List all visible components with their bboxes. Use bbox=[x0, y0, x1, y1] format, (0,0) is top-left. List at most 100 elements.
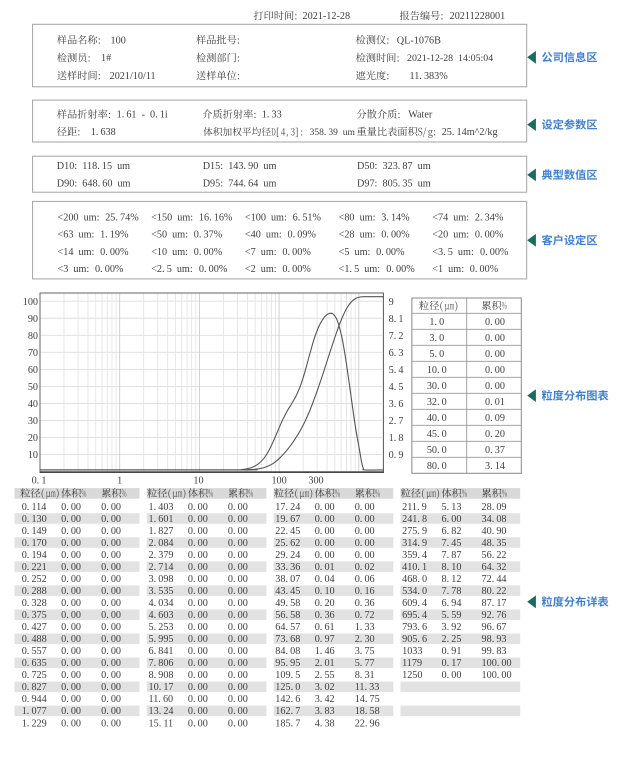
svg-text:0.288: 0. 288 bbox=[22, 586, 47, 597]
svg-text:5.253: 5. 253 bbox=[149, 622, 174, 633]
svg-text:0.00: 0. 00 bbox=[61, 586, 81, 597]
svg-text:109.5: 109. 5 bbox=[275, 670, 300, 681]
svg-text:0.10: 0. 10 bbox=[315, 586, 335, 597]
svg-text:125.0: 125. 0 bbox=[275, 682, 300, 693]
svg-text:0.00: 0. 00 bbox=[61, 502, 81, 513]
svg-text:<14 um:: <14 um: bbox=[58, 247, 95, 258]
svg-text:<1.5 um:: <1. 5 um: bbox=[339, 264, 380, 275]
svg-text:11.383%: 11. 383% bbox=[410, 71, 449, 82]
svg-text:6.94: 6. 94 bbox=[442, 598, 462, 609]
svg-text:0.9: 0. 9 bbox=[389, 450, 404, 461]
svg-text:2.714: 2. 714 bbox=[149, 562, 174, 573]
svg-text:8.1: 8. 1 bbox=[389, 314, 404, 325]
svg-text:323.87 um: 323. 87 um bbox=[383, 161, 431, 172]
svg-text:6.00: 6. 00 bbox=[442, 514, 462, 525]
svg-text:0.37%: 0. 37% bbox=[194, 230, 223, 241]
svg-text:90: 90 bbox=[28, 314, 38, 325]
svg-text:0.00: 0. 00 bbox=[101, 670, 121, 681]
svg-text:0.00: 0. 00 bbox=[101, 694, 121, 705]
svg-text:<74 um:: <74 um: bbox=[432, 212, 469, 223]
svg-text:0.00%: 0. 00% bbox=[480, 247, 509, 258]
svg-text:<7 um:: <7 um: bbox=[245, 247, 277, 258]
svg-text:0.00%: 0. 00% bbox=[376, 247, 405, 258]
svg-text:0.00: 0. 00 bbox=[61, 646, 81, 657]
svg-text:0.00: 0. 00 bbox=[228, 562, 248, 573]
svg-text:0.04: 0. 04 bbox=[315, 574, 335, 585]
svg-text:2.25: 2. 25 bbox=[442, 634, 462, 645]
svg-text:0.00: 0. 00 bbox=[61, 514, 81, 525]
svg-text:15.11: 15. 11 bbox=[149, 718, 174, 729]
svg-text:<3 um:: <3 um: bbox=[58, 264, 90, 275]
svg-text:0.00: 0. 00 bbox=[188, 514, 208, 525]
svg-text:4.034: 4. 034 bbox=[149, 598, 174, 609]
svg-text:30: 30 bbox=[28, 416, 38, 427]
svg-text:0.00: 0. 00 bbox=[101, 586, 121, 597]
svg-text:0.00: 0. 00 bbox=[442, 670, 462, 681]
svg-text:0.00: 0. 00 bbox=[61, 634, 81, 645]
svg-text:100.00: 100. 00 bbox=[482, 658, 512, 669]
svg-text:3.14%: 3. 14% bbox=[381, 212, 410, 223]
svg-text:4.5: 4. 5 bbox=[389, 382, 404, 393]
svg-text:99.83: 99. 83 bbox=[482, 646, 507, 657]
svg-text:1.33: 1. 33 bbox=[262, 110, 282, 121]
svg-text:1179: 1179 bbox=[402, 658, 422, 669]
svg-text:<100 um:: <100 um: bbox=[245, 212, 287, 223]
svg-text:211.9: 211. 9 bbox=[402, 502, 427, 513]
svg-text:0.00%: 0. 00% bbox=[282, 264, 311, 275]
svg-text:0.00: 0. 00 bbox=[101, 526, 121, 537]
svg-text:0.00: 0. 00 bbox=[228, 658, 248, 669]
svg-text:0.00: 0. 00 bbox=[188, 526, 208, 537]
svg-text:0.00: 0. 00 bbox=[101, 646, 121, 657]
svg-text:7.45: 7. 45 bbox=[442, 538, 462, 549]
svg-text:0.00%: 0. 00% bbox=[95, 264, 124, 275]
svg-text:50: 50 bbox=[28, 382, 38, 393]
svg-text:6.51%: 6. 51% bbox=[293, 212, 322, 223]
svg-text:805.35 um: 805. 35 um bbox=[383, 178, 431, 189]
svg-text:2021/10/11: 2021/10/11 bbox=[110, 71, 156, 82]
svg-text:0.00: 0. 00 bbox=[228, 586, 248, 597]
svg-text:7.806: 7. 806 bbox=[149, 658, 174, 669]
svg-text:0.114: 0. 114 bbox=[22, 502, 47, 513]
svg-text:0.1: 0. 1 bbox=[32, 476, 47, 487]
svg-text:<2 um:: <2 um: bbox=[245, 264, 277, 275]
svg-text:0.00: 0. 00 bbox=[61, 670, 81, 681]
svg-text:4.603: 4. 603 bbox=[149, 610, 174, 621]
svg-text:0.00: 0. 00 bbox=[101, 718, 121, 729]
svg-text:0.00: 0. 00 bbox=[188, 694, 208, 705]
svg-text:100: 100 bbox=[111, 35, 126, 46]
svg-text:0.00: 0. 00 bbox=[101, 562, 121, 573]
svg-text:0.36: 0. 36 bbox=[355, 598, 375, 609]
svg-text:0.00: 0. 00 bbox=[188, 586, 208, 597]
svg-text:0.00: 0. 00 bbox=[188, 682, 208, 693]
svg-text:D10:: D10: bbox=[57, 161, 77, 172]
svg-text:70: 70 bbox=[28, 348, 38, 359]
svg-text:0.00: 0. 00 bbox=[188, 550, 208, 561]
svg-text:0.00: 0. 00 bbox=[101, 514, 121, 525]
svg-text:<50 um:: <50 um: bbox=[151, 230, 188, 241]
svg-text:18.58: 18. 58 bbox=[355, 706, 380, 717]
svg-text:142.6: 142. 6 bbox=[275, 694, 300, 705]
svg-text:3.14: 3. 14 bbox=[485, 461, 505, 472]
svg-text:0.00: 0. 00 bbox=[61, 550, 81, 561]
svg-text:<80 um:: <80 um: bbox=[339, 212, 376, 223]
svg-text:1033: 1033 bbox=[402, 646, 422, 657]
svg-text:0.00: 0. 00 bbox=[315, 514, 335, 525]
svg-text:2.379: 2. 379 bbox=[149, 550, 174, 561]
svg-text:84.08: 84. 08 bbox=[275, 646, 300, 657]
svg-text:0.00%: 0. 00% bbox=[381, 230, 410, 241]
svg-text:0.00: 0. 00 bbox=[101, 550, 121, 561]
svg-text:1.601: 1. 601 bbox=[149, 514, 174, 525]
svg-text:56.58: 56. 58 bbox=[275, 610, 300, 621]
svg-text:0.00: 0. 00 bbox=[315, 526, 335, 537]
svg-text:1#: 1# bbox=[101, 53, 111, 64]
svg-text:0.00: 0. 00 bbox=[485, 333, 505, 344]
svg-text:162.7: 162. 7 bbox=[275, 706, 300, 717]
svg-text:118.15 um: 118. 15 um bbox=[82, 161, 130, 172]
svg-text:2.084: 2. 084 bbox=[149, 538, 174, 549]
svg-text:40.90: 40. 90 bbox=[482, 526, 507, 537]
svg-text:0.170: 0. 170 bbox=[22, 538, 47, 549]
svg-text:0.00: 0. 00 bbox=[101, 658, 121, 669]
svg-text:0.09: 0. 09 bbox=[485, 413, 505, 424]
svg-text:1.19%: 1. 19% bbox=[100, 230, 129, 241]
svg-text:22.45: 22. 45 bbox=[275, 526, 300, 537]
